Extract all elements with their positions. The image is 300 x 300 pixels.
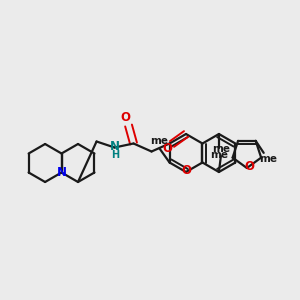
Text: O: O: [244, 160, 254, 172]
Text: O: O: [121, 111, 130, 124]
Text: me: me: [151, 136, 169, 146]
Text: O: O: [162, 142, 172, 154]
Text: H: H: [112, 151, 120, 160]
Text: N: N: [56, 166, 67, 179]
Text: me: me: [210, 150, 228, 160]
Text: me: me: [212, 144, 230, 154]
Text: O: O: [181, 164, 191, 176]
Text: me: me: [259, 154, 277, 164]
Text: N: N: [110, 140, 119, 153]
